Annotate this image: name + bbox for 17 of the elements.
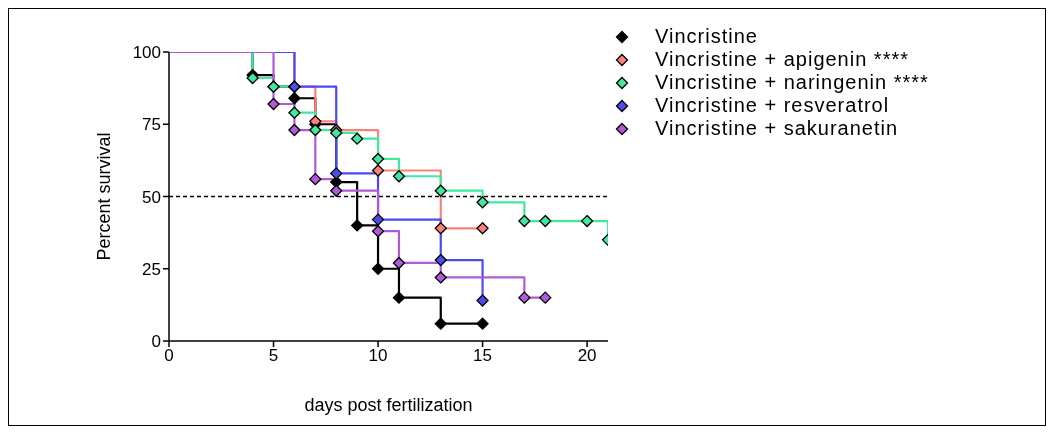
legend-label: Vincristine + sakuranetin bbox=[655, 117, 899, 140]
x-tick-label: 10 bbox=[368, 346, 388, 366]
y-tick-label: 50 bbox=[142, 187, 161, 207]
legend-label: Vincristine + naringenin **** bbox=[655, 71, 929, 94]
x-tick-label: 5 bbox=[268, 346, 279, 366]
x-tick-label: 15 bbox=[473, 346, 493, 366]
y-axis-title: Percent survival bbox=[94, 132, 115, 261]
y-tick-label: 75 bbox=[142, 115, 161, 135]
y-tick-label: 100 bbox=[132, 43, 161, 63]
x-tick-label: 20 bbox=[577, 346, 597, 366]
y-tick-label: 25 bbox=[142, 259, 161, 279]
y-tick-label: 0 bbox=[151, 332, 161, 352]
legend-label: Vincristine + apigenin **** bbox=[655, 48, 910, 71]
x-axis-title: days post fertilization bbox=[304, 395, 473, 415]
legend-label: Vincristine bbox=[655, 25, 758, 48]
legend-label: Vincristine + resveratrol bbox=[655, 94, 890, 117]
x-tick-label: 0 bbox=[164, 346, 174, 366]
